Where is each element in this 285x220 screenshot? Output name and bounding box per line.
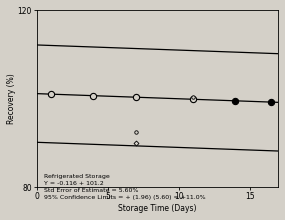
X-axis label: Storage Time (Days): Storage Time (Days): [118, 204, 197, 213]
Y-axis label: Recovery (%): Recovery (%): [7, 73, 16, 124]
Text: Refrigerated Storage
Y = -0.116 + 101.2
Std Error of Estimate = 5.60%
95% Confid: Refrigerated Storage Y = -0.116 + 101.2 …: [44, 174, 205, 200]
